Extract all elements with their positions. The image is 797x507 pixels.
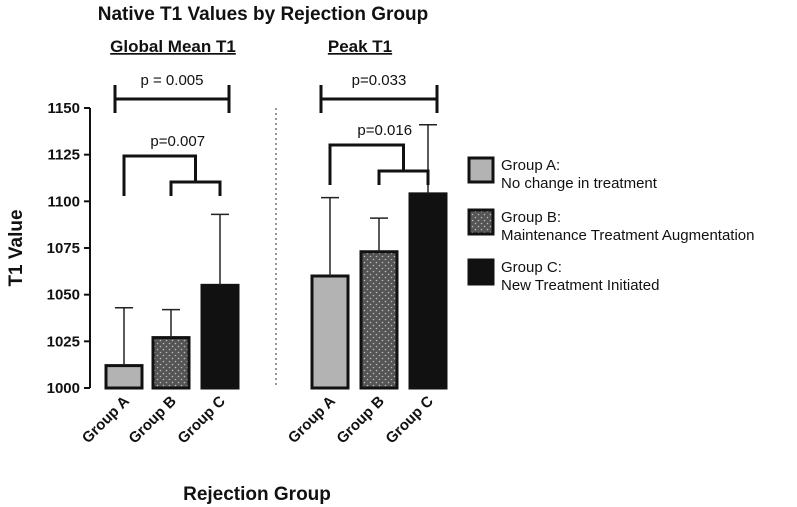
- legend-description-1: Maintenance Treatment Augmentation: [501, 227, 755, 244]
- legend-description-2: New Treatment Initiated: [501, 277, 659, 294]
- bracket-ac-1: [319, 85, 439, 113]
- bar-1-2: [408, 192, 448, 390]
- category-label-0-1: Group B: [125, 393, 180, 448]
- bar-1-1: [359, 250, 399, 390]
- y-tick-label-1100: 1100: [47, 193, 80, 210]
- bar-0-2: [200, 283, 240, 390]
- y-axis-title: T1 Value: [6, 209, 27, 286]
- p-value-ac-0: p = 0.005: [141, 72, 204, 89]
- bracket-abc-1: [328, 143, 430, 185]
- y-tick-label-1050: 1050: [47, 287, 80, 304]
- bar-0-1: [151, 336, 191, 390]
- bracket-ac-0: [113, 85, 231, 113]
- y-tick-label-1125: 1125: [47, 147, 80, 164]
- legend-swatch-2: [467, 258, 495, 286]
- y-tick-label-1000: 1000: [47, 380, 80, 397]
- legend-swatch-0: [467, 156, 495, 184]
- bracket-abc-0: [122, 154, 222, 196]
- legend-label-1: Group B:: [501, 209, 561, 226]
- bar-0-0: [104, 364, 144, 390]
- p-value-abc-0: p=0.007: [150, 133, 205, 150]
- y-tick-label-1150: 1150: [47, 100, 80, 117]
- legend: Group A:No change in treatment Group B:Ma…: [467, 156, 755, 294]
- legend-swatch-1: [467, 208, 495, 236]
- p-value-ac-1: p=0.033: [352, 72, 407, 89]
- y-tick-label-1075: 1075: [47, 240, 80, 257]
- category-label-1-1: Group B: [333, 393, 388, 448]
- p-value-abc-1: p=0.016: [357, 122, 412, 139]
- legend-description-0: No change in treatment: [501, 175, 658, 192]
- category-label-0-2: Group C: [174, 393, 229, 448]
- category-label-1-2: Group C: [382, 393, 437, 448]
- x-axis-title: Rejection Group: [183, 484, 331, 505]
- legend-label-2: Group C:: [501, 259, 562, 276]
- bar-1-0: [310, 274, 350, 390]
- y-tick-label-1025: 1025: [47, 333, 80, 350]
- chart-title: Native T1 Values by Rejection Group: [98, 4, 429, 25]
- panel-title-global-mean: Global Mean T1: [110, 37, 236, 56]
- category-label-1-0: Group A: [285, 393, 339, 447]
- category-label-0-0: Group A: [79, 393, 133, 447]
- legend-label-0: Group A:: [501, 157, 560, 174]
- panel-title-peak: Peak T1: [328, 37, 392, 56]
